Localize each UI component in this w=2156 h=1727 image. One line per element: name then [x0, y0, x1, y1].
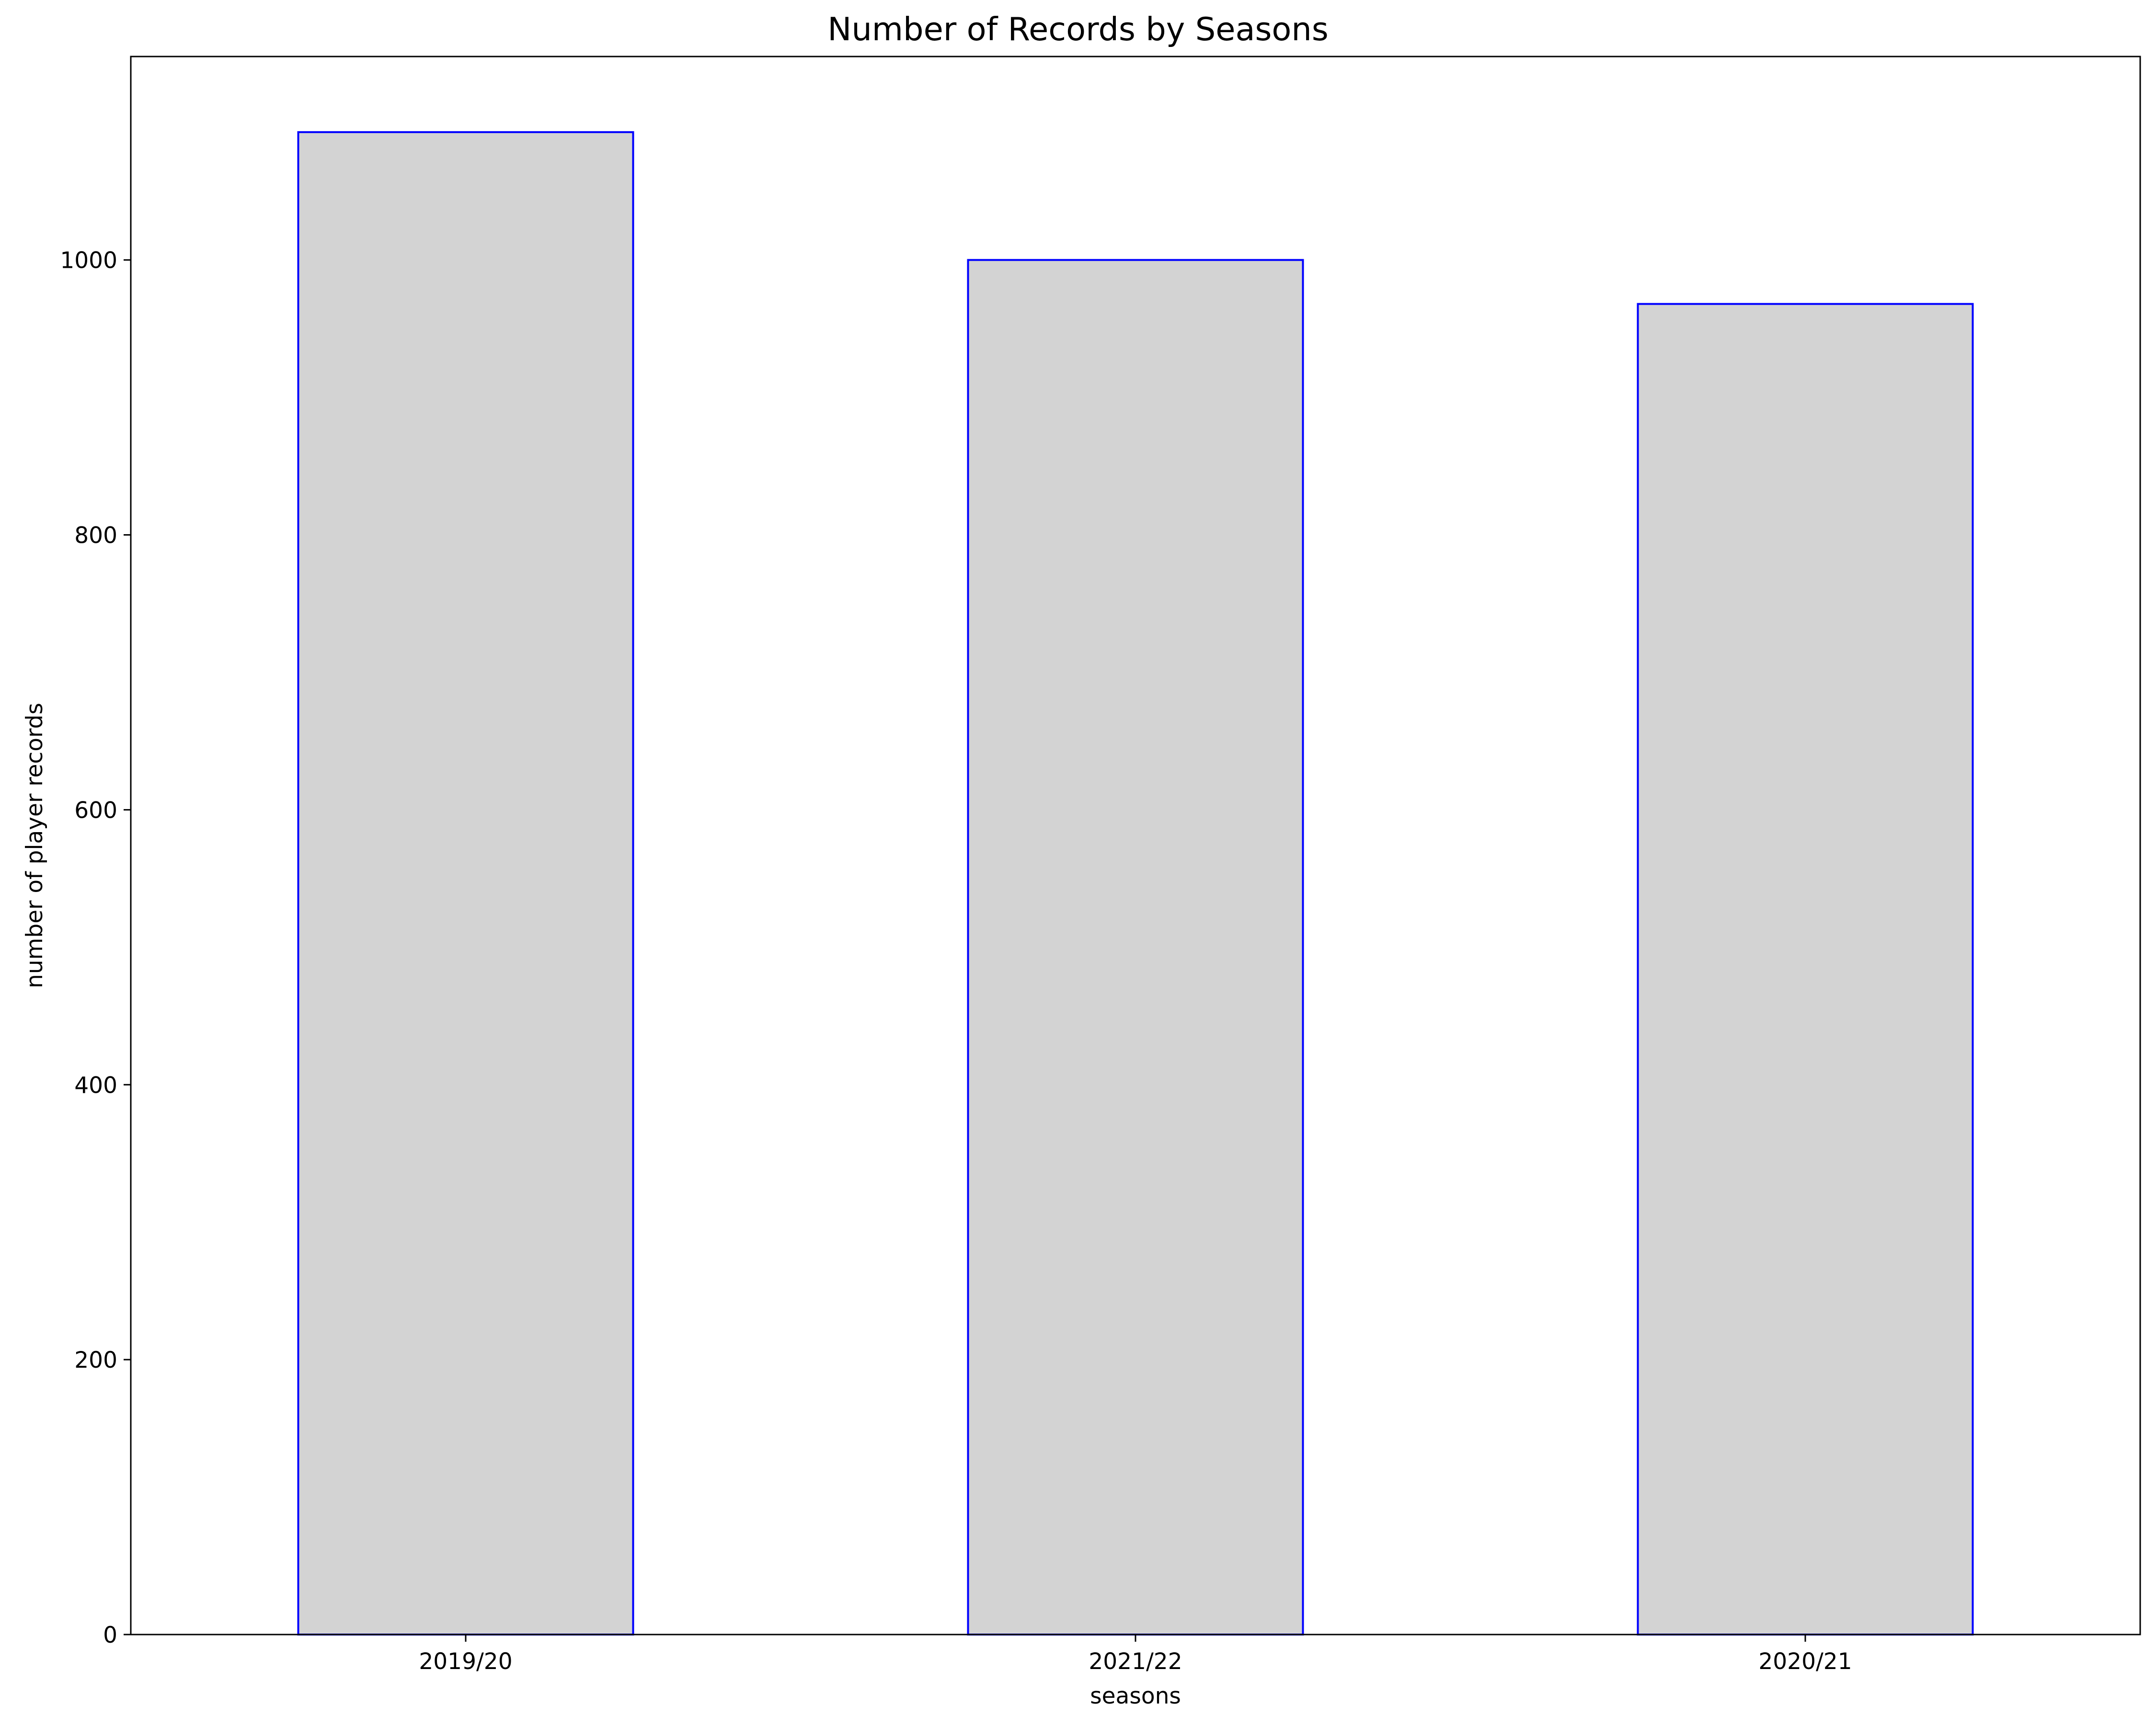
y-axis-label: number of player records	[22, 703, 48, 988]
y-tick-label: 600	[74, 797, 117, 823]
bar-2020-21	[1637, 303, 1974, 1636]
y-tick-label: 0	[103, 1622, 117, 1648]
bar-2019-20	[297, 131, 634, 1636]
y-tick-label: 200	[74, 1347, 117, 1373]
bar-2021-22	[967, 259, 1304, 1636]
x-tick-label: 2020/21	[1758, 1648, 1852, 1675]
x-tick-label: 2021/22	[1089, 1648, 1182, 1675]
x-tick-label: 2019/20	[419, 1648, 512, 1675]
plot-frame	[130, 56, 2141, 1636]
y-tick-label: 400	[74, 1072, 117, 1098]
chart-title: Number of Records by Seasons	[827, 11, 1329, 48]
x-axis-label: seasons	[1090, 1683, 1181, 1709]
y-tick-label: 1000	[60, 248, 117, 274]
y-tick-label: 800	[74, 523, 117, 549]
